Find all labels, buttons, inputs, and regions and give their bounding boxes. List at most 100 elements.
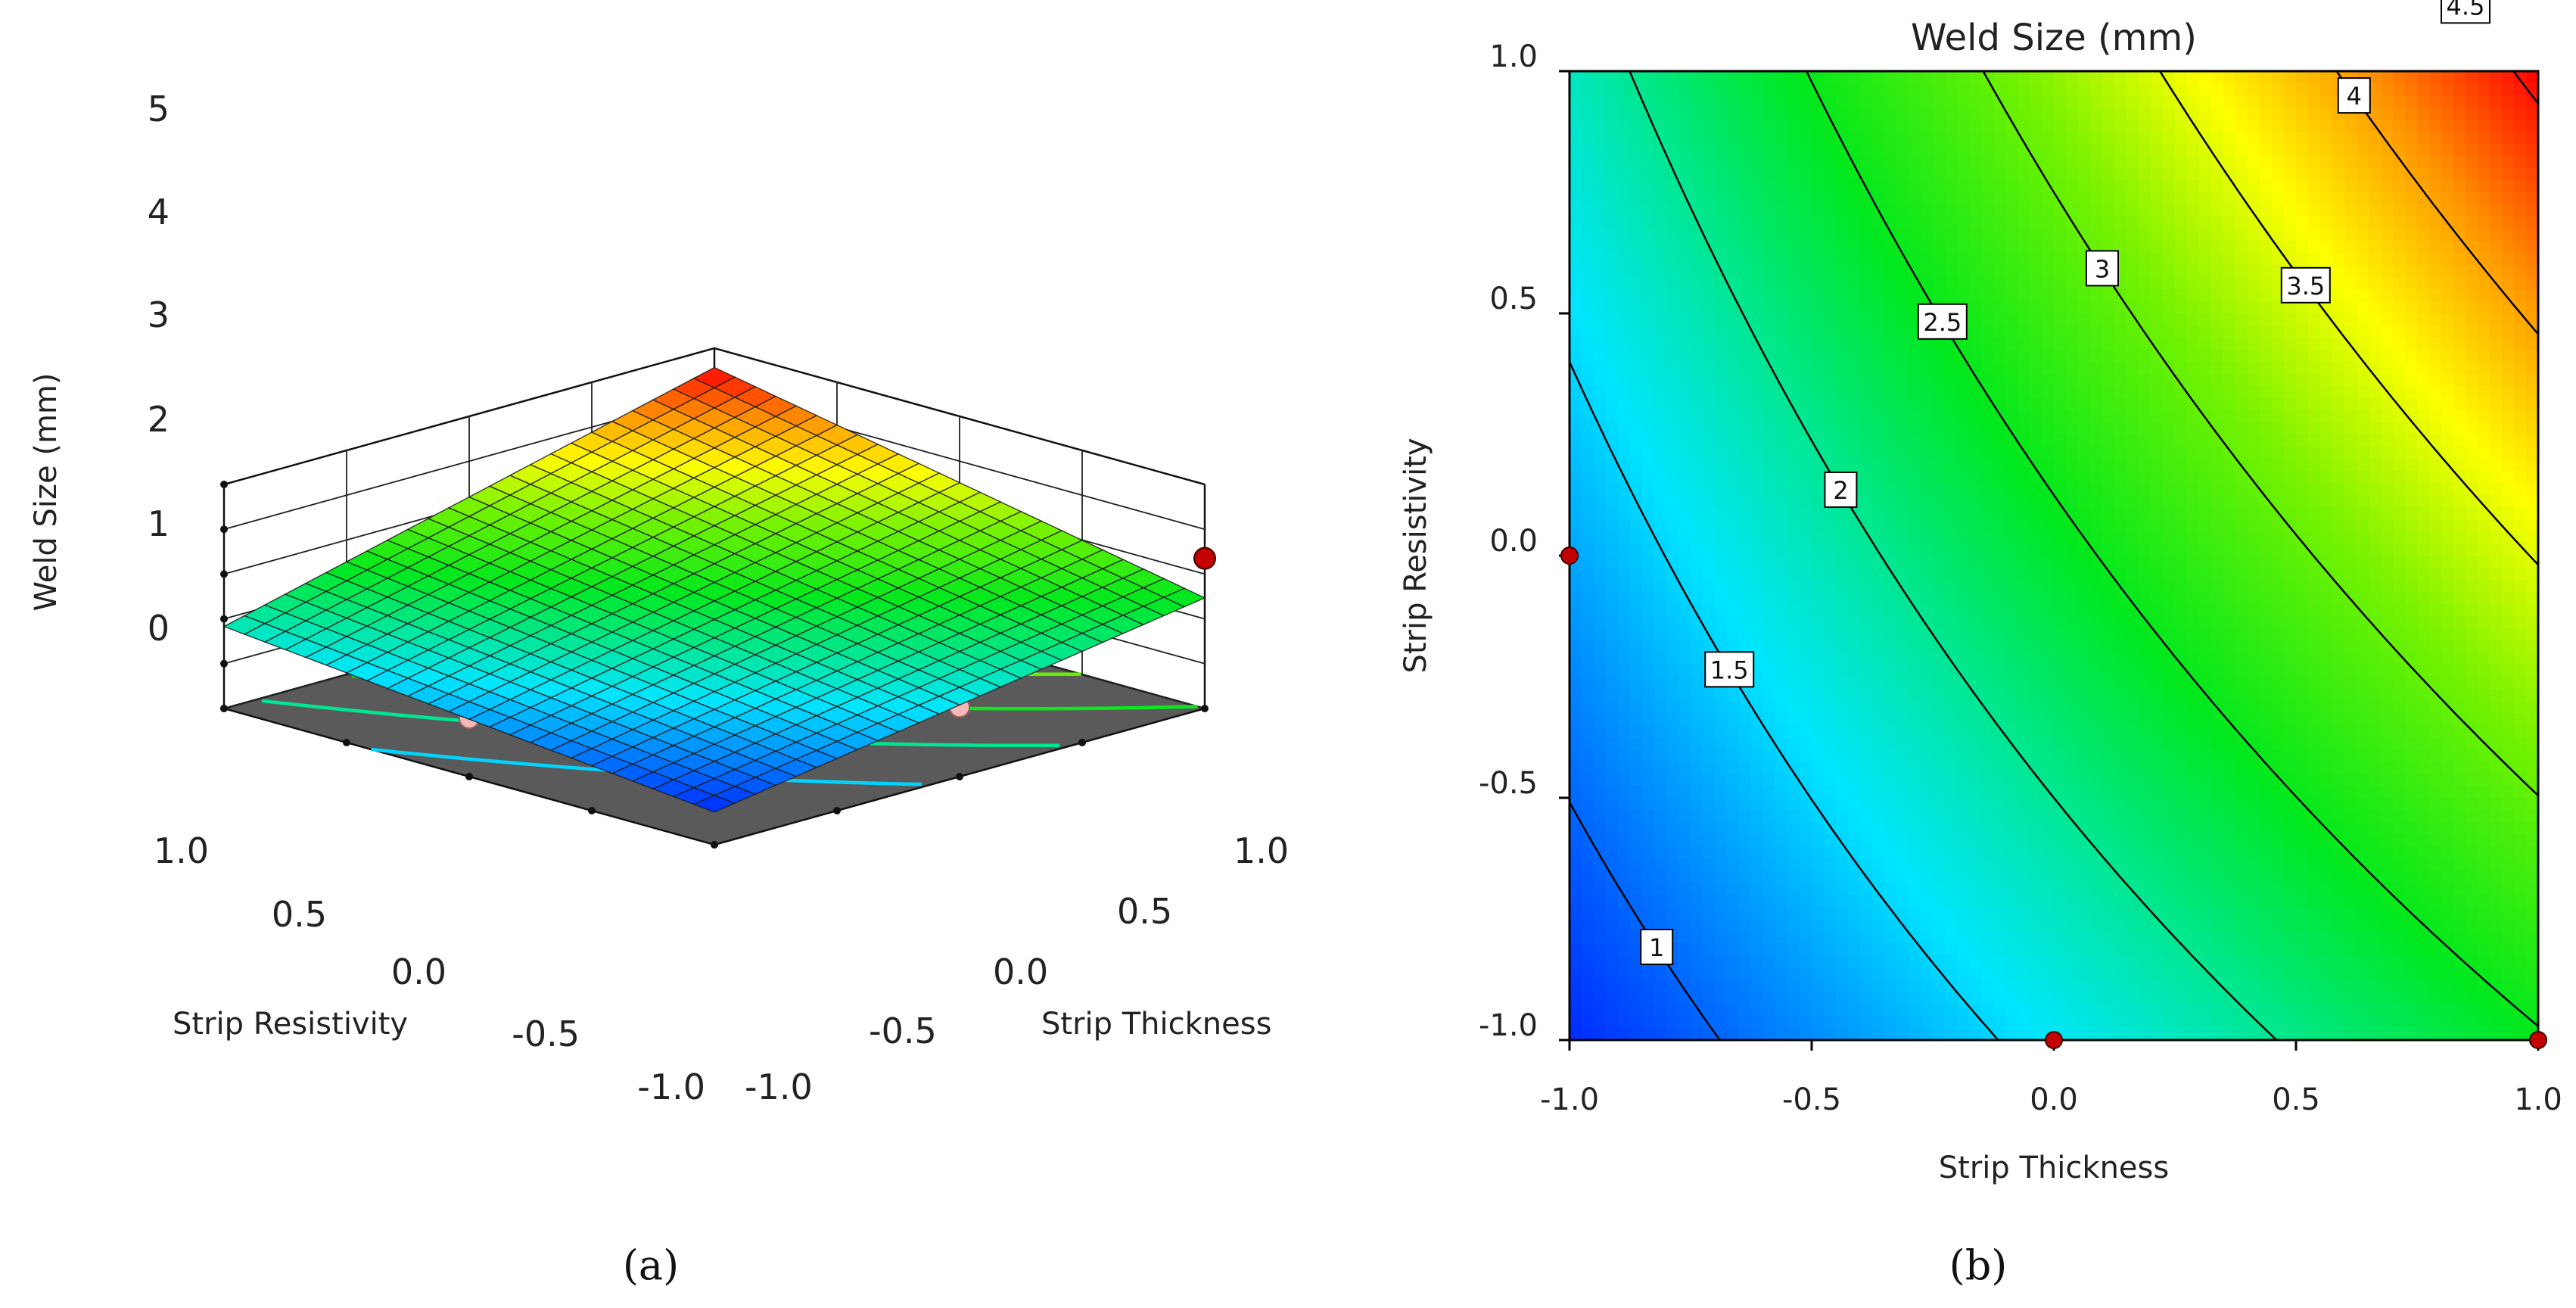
- field-cell: [1945, 846, 1958, 859]
- field-cell: [2199, 628, 2212, 641]
- field-cell: [1921, 919, 1934, 932]
- field-cell: [1800, 241, 1812, 254]
- field-cell: [1896, 229, 1909, 241]
- field-cell: [2151, 665, 2164, 677]
- field-cell: [1630, 301, 1643, 314]
- field-cell: [1751, 265, 1764, 278]
- field-cell: [2151, 301, 2164, 314]
- field-cell: [1618, 725, 1631, 738]
- field-cell: [2102, 83, 2115, 96]
- field-cell: [1860, 483, 1873, 496]
- field-cell: [1630, 774, 1643, 786]
- field-cell: [2078, 858, 2091, 871]
- field-cell: [1678, 1028, 1691, 1040]
- z-tick-mark: [220, 525, 228, 534]
- field-cell: [2005, 883, 2018, 895]
- field-cell: [1691, 1016, 1703, 1029]
- field-cell: [1909, 870, 1921, 883]
- field-cell: [1594, 1016, 1607, 1029]
- field-cell: [2114, 386, 2127, 399]
- field-cell: [1691, 955, 1703, 968]
- field-cell: [2199, 592, 2212, 605]
- field-cell: [1570, 483, 1582, 496]
- field-cell: [1582, 689, 1594, 702]
- field-cell: [1957, 592, 1970, 605]
- field-cell: [1666, 180, 1679, 193]
- field-cell: [2066, 495, 2079, 508]
- field-cell: [1945, 701, 1958, 714]
- field-cell: [1981, 834, 1994, 847]
- field-cell: [2163, 434, 2176, 447]
- field-cell: [1666, 156, 1679, 169]
- field-cell: [1727, 568, 1740, 581]
- field-cell: [2054, 132, 2067, 145]
- field-cell: [1678, 652, 1691, 665]
- field-cell: [1812, 289, 1825, 302]
- field-cell: [1582, 943, 1594, 956]
- field-cell: [1630, 931, 1643, 944]
- field-cell: [1618, 652, 1631, 665]
- field-cell: [2018, 434, 2030, 447]
- field-cell: [1800, 774, 1812, 786]
- field-cell: [1570, 689, 1582, 702]
- field-cell: [2042, 846, 2055, 859]
- field-cell: [2005, 71, 2018, 84]
- field-cell: [1945, 495, 1958, 508]
- field-cell: [2163, 665, 2176, 677]
- field-cell: [1824, 156, 1837, 169]
- field-cell: [1606, 95, 1619, 108]
- field-cell: [1884, 858, 1897, 871]
- field-cell: [2030, 519, 2042, 532]
- field-cell: [1787, 616, 1800, 629]
- field-cell: [1642, 713, 1655, 726]
- field-cell: [2211, 749, 2224, 762]
- field-cell: [2054, 774, 2067, 786]
- field-cell: [2042, 931, 2055, 944]
- field-cell: [2030, 338, 2042, 350]
- field-cell: [1606, 701, 1619, 714]
- field-cell: [1969, 774, 1982, 786]
- field-cell: [1993, 471, 2006, 484]
- field-cell: [1824, 168, 1837, 181]
- field-cell: [2187, 459, 2200, 472]
- field-cell: [2114, 1004, 2127, 1017]
- field-cell: [1945, 1016, 1958, 1029]
- field-cell: [1981, 277, 1994, 290]
- field-cell: [1957, 628, 1970, 641]
- field-cell: [1618, 192, 1631, 205]
- field-cell: [2223, 156, 2236, 169]
- field-cell: [2078, 1004, 2091, 1017]
- field-cell: [1606, 410, 1619, 423]
- field-cell: [2187, 519, 2200, 532]
- field-cell: [2151, 192, 2164, 205]
- field-cell: [2114, 955, 2127, 968]
- field-cell: [2187, 253, 2200, 266]
- field-cell: [1606, 895, 1619, 908]
- field-cell: [2066, 483, 2079, 496]
- field-cell: [2078, 434, 2091, 447]
- field-cell: [1763, 338, 1776, 350]
- field-cell: [2030, 253, 2042, 266]
- field-cell: [2199, 120, 2212, 132]
- field-cell: [1642, 265, 1655, 278]
- field-cell: [2054, 967, 2067, 980]
- field-cell: [1678, 483, 1691, 496]
- field-cell: [1848, 120, 1861, 132]
- field-cell: [2163, 592, 2176, 605]
- field-cell: [1594, 362, 1607, 375]
- field-cell: [2018, 374, 2030, 387]
- field-cell: [1666, 229, 1679, 241]
- field-cell: [1630, 628, 1643, 641]
- field-cell: [1993, 967, 2006, 980]
- field-cell: [1582, 870, 1594, 883]
- field-cell: [1727, 277, 1740, 290]
- field-cell: [2005, 628, 2018, 641]
- field-cell: [1763, 846, 1776, 859]
- field-cell: [1824, 870, 1837, 883]
- field-cell: [2139, 677, 2151, 690]
- field-cell: [1957, 568, 1970, 581]
- field-cell: [1909, 689, 1921, 702]
- field-cell: [2151, 95, 2164, 108]
- field-cell: [1642, 883, 1655, 895]
- field-cell: [2078, 725, 2091, 738]
